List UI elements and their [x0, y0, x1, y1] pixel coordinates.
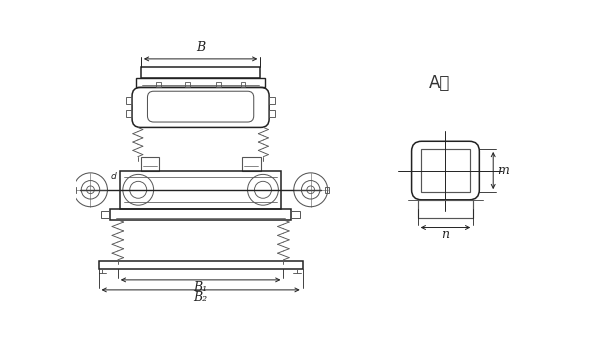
Bar	[269, 98, 275, 104]
Bar	[126, 98, 132, 104]
Bar	[126, 110, 132, 117]
Bar	[72, 187, 76, 193]
Bar	[120, 171, 281, 209]
Bar	[140, 157, 159, 171]
Bar	[185, 82, 190, 87]
Text: B: B	[196, 41, 205, 54]
Bar	[136, 78, 265, 87]
Bar	[269, 110, 275, 117]
Text: B₂: B₂	[193, 290, 208, 304]
Bar	[110, 209, 291, 220]
Bar	[101, 211, 110, 218]
Text: m: m	[497, 164, 509, 177]
Bar	[421, 149, 470, 192]
Text: A向: A向	[428, 74, 450, 91]
Bar	[240, 82, 245, 87]
Bar	[156, 82, 161, 87]
Bar	[325, 187, 329, 193]
Text: d: d	[111, 172, 116, 181]
Bar	[291, 211, 300, 218]
Bar	[141, 67, 260, 78]
Text: B₁: B₁	[193, 281, 208, 294]
Bar	[418, 200, 473, 218]
Bar	[216, 82, 221, 87]
Bar	[242, 157, 261, 171]
Bar	[99, 261, 303, 269]
Text: n: n	[441, 228, 449, 241]
